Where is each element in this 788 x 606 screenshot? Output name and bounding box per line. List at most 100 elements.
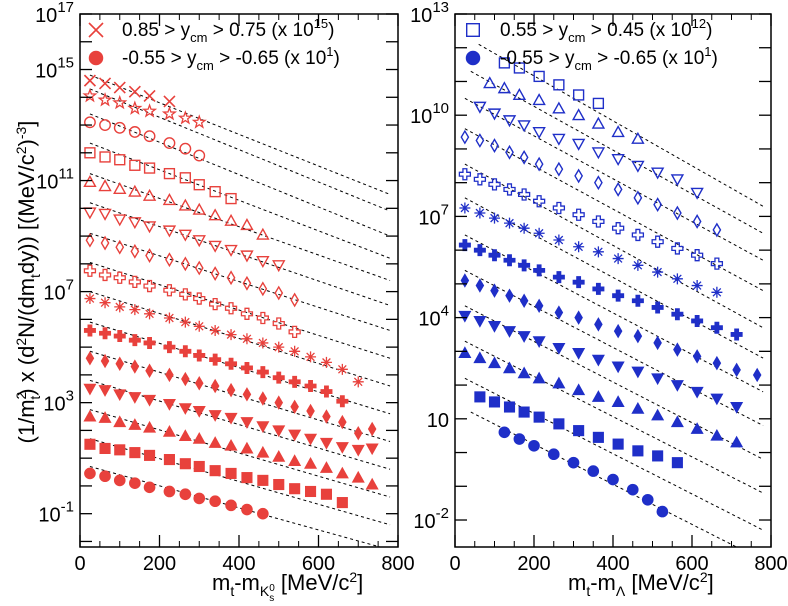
data-point [178,198,193,211]
data-point [258,281,268,297]
x-tick-label: 0 [449,553,460,575]
data-point [178,429,192,441]
data-point [488,249,501,262]
data-point [673,342,682,357]
data-point [528,439,540,452]
data-point [631,131,645,144]
data-point [498,57,511,69]
data-point [289,345,301,357]
data-point [99,297,111,309]
data-point [671,273,683,285]
data-point [532,126,546,140]
data-point [115,356,125,372]
data-point [129,159,141,171]
data-point [241,503,253,516]
data-point [163,485,176,498]
data-point [165,367,174,383]
data-point [192,202,206,215]
data-point [83,383,97,396]
data-point [226,270,236,286]
data-point [365,443,379,456]
data-point [552,342,566,355]
data-point [130,243,140,259]
data-point [141,103,158,118]
y-tick-label: 1013 [410,0,449,27]
data-point [193,460,205,473]
data-point [591,354,605,367]
data-point [144,308,156,320]
data-point [591,116,606,129]
data-point [502,361,517,374]
data-point [710,321,723,334]
y-tick-label: 1017 [35,0,74,27]
data-point [256,227,270,240]
data-point [641,493,654,506]
data-point [571,138,586,151]
fit-line [89,291,391,387]
data-point [143,89,156,102]
data-point [208,410,222,422]
data-point [114,154,126,166]
x-tick-label: 200 [143,553,176,575]
data-point [574,310,583,325]
data-point [730,328,743,341]
data-point [512,88,527,101]
data-point [652,266,664,278]
data-point [554,161,564,177]
data-point [240,250,254,263]
data-point [178,229,193,242]
data-point [365,477,379,490]
data-point [179,345,192,358]
data-point [210,266,220,281]
legend-left: 0.85 > ycm > 0.75 (x 1015)-0.55 > ycm > … [88,16,340,73]
y-axis-ticks-left: 1017 1015 1011 107 103 10-1 [35,0,398,543]
data-point [304,379,317,392]
data-point [208,436,222,448]
data-point [242,387,252,402]
data-point [272,317,285,330]
data-point [573,241,585,253]
data-point [99,151,111,163]
data-point [518,406,530,418]
data-point [114,444,126,456]
data-point [710,428,724,441]
data-point [534,298,544,314]
data-point [532,336,546,348]
data-point [670,415,684,428]
data-point [305,351,317,363]
data-point [143,130,156,143]
data-point [497,81,512,94]
data-point [224,438,238,451]
data-point [113,389,127,402]
data-point [177,110,193,125]
data-point [473,244,486,257]
data-point [290,292,300,308]
data-point [179,288,192,301]
data-point [113,474,126,487]
data-point [256,311,270,325]
data-point [162,193,177,206]
data-point [129,304,141,316]
plot-frame-right [454,13,772,548]
data-point [306,403,315,419]
data-point [652,450,664,462]
data-point [611,222,625,235]
data-point [113,271,126,284]
y-tick-label: 10-1 [38,499,74,527]
data-point [272,371,285,384]
data-point [517,188,531,201]
data-point [594,317,603,332]
legend-label: -0.55 > ycm > -0.65 (x 101) [122,44,340,73]
fit-line [464,269,764,427]
data-point [505,288,514,303]
data-point [97,92,113,107]
fit-line [89,173,391,281]
y-tick-label: 107 [418,201,449,229]
data-point [487,321,502,333]
x-tick-label: 600 [675,553,708,575]
fit-line [89,261,391,359]
fit-line [89,202,391,306]
y-axis-title: (1/m2t) x (d2N/(dmtdy)) [(MeV/c2)-3] [13,121,43,444]
data-point [143,420,157,433]
data-point [653,335,662,351]
